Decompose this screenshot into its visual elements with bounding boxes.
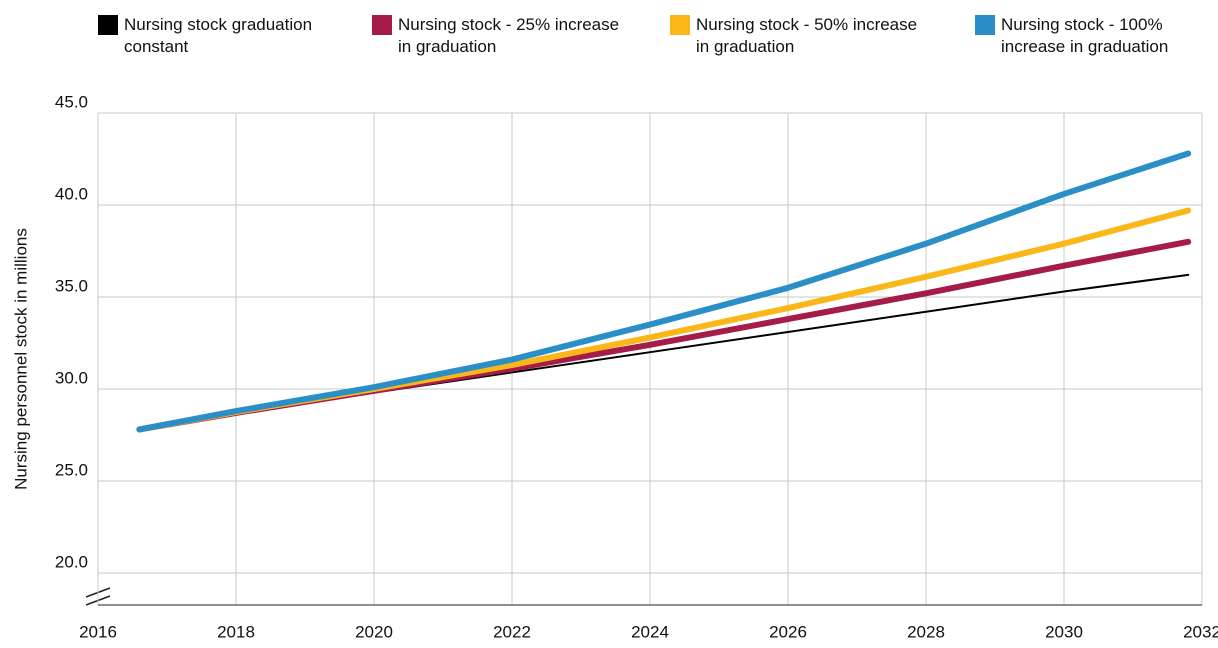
y-tick-label: 40.0 <box>55 184 88 203</box>
legend-swatch <box>372 15 392 35</box>
legend-item: Nursing stock - 100% increase in graduat… <box>975 14 1206 58</box>
y-tick-label: 45.0 <box>55 92 88 111</box>
legend-label: Nursing stock - 100% increase in graduat… <box>1001 15 1169 56</box>
legend-label: Nursing stock graduation constant <box>124 15 313 56</box>
x-tick-label: 2022 <box>493 622 531 641</box>
legend-item: Nursing stock - 25% increase in graduati… <box>372 14 628 58</box>
legend-swatch <box>670 15 690 35</box>
legend-item: Nursing stock - 50% increase in graduati… <box>670 14 926 58</box>
y-tick-label: 35.0 <box>55 276 88 295</box>
legend-item: Nursing stock graduation constant <box>98 14 314 58</box>
x-tick-label: 2030 <box>1045 622 1083 641</box>
x-tick-label: 2018 <box>217 622 255 641</box>
y-tick-label: 30.0 <box>55 368 88 387</box>
x-tick-label: 2032 <box>1183 622 1218 641</box>
legend-label: Nursing stock - 25% increase in graduati… <box>398 15 620 56</box>
legend-swatch <box>98 15 118 35</box>
legend-label: Nursing stock - 50% increase in graduati… <box>696 15 918 56</box>
series-line <box>136 150 1192 433</box>
legend-swatch <box>975 15 995 35</box>
x-tick-label: 2016 <box>79 622 117 641</box>
series-line <box>138 273 1190 431</box>
y-tick-label: 20.0 <box>55 552 88 571</box>
x-tick-label: 2026 <box>769 622 807 641</box>
y-tick-label: 25.0 <box>55 460 88 479</box>
x-tick-label: 2020 <box>355 622 393 641</box>
y-axis-label: Nursing personnel stock in millions <box>11 228 30 490</box>
x-tick-label: 2028 <box>907 622 945 641</box>
x-tick-label: 2024 <box>631 622 669 641</box>
